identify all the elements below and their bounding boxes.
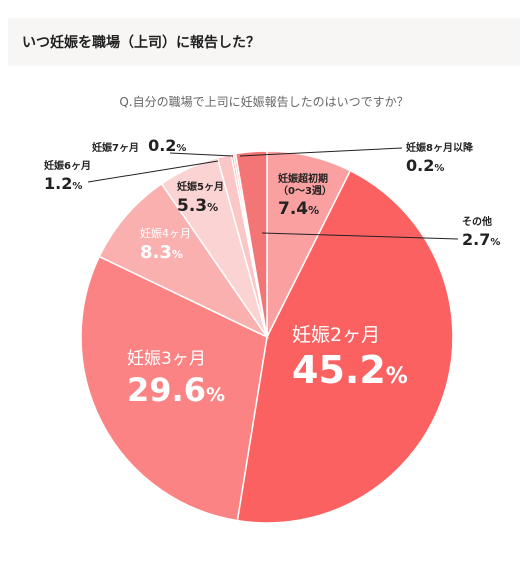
page-title: いつ妊娠を職場（上司）に報告した？ — [22, 35, 260, 51]
leader-7m — [169, 152, 234, 157]
leader-8m — [239, 147, 403, 157]
pie-slice-3m — [80, 255, 268, 522]
label-7m: 妊娠7ヶ月 0.2% — [92, 136, 187, 155]
label-other: その他 2.7% — [462, 217, 501, 249]
label-2m: 妊娠2ヶ月 45.2% — [292, 324, 408, 392]
leader-6m — [87, 160, 219, 183]
leader-other — [261, 232, 459, 240]
pie-slice-4m — [98, 182, 270, 339]
label-6m: 妊娠6ヶ月 1.2% — [44, 161, 91, 193]
header-bar: いつ妊娠を職場（上司）に報告した？ — [8, 18, 520, 66]
label-4m: 妊娠4ヶ月 8.3% — [140, 227, 191, 263]
label-8m: 妊娠8ヶ月以降 0.2% — [406, 143, 473, 175]
pie-slice-other — [234, 150, 268, 338]
pie-slice-2m — [236, 169, 454, 524]
label-3m: 妊娠3ヶ月 29.6% — [127, 349, 225, 409]
chart-question: Q.自分の職場で上司に妊娠報告したのはいつですか？ — [119, 95, 409, 109]
label-5m: 妊娠5ヶ月 5.3% — [177, 182, 224, 216]
label-early: 妊娠超初期 （0〜3週） 7.4% — [278, 174, 332, 219]
